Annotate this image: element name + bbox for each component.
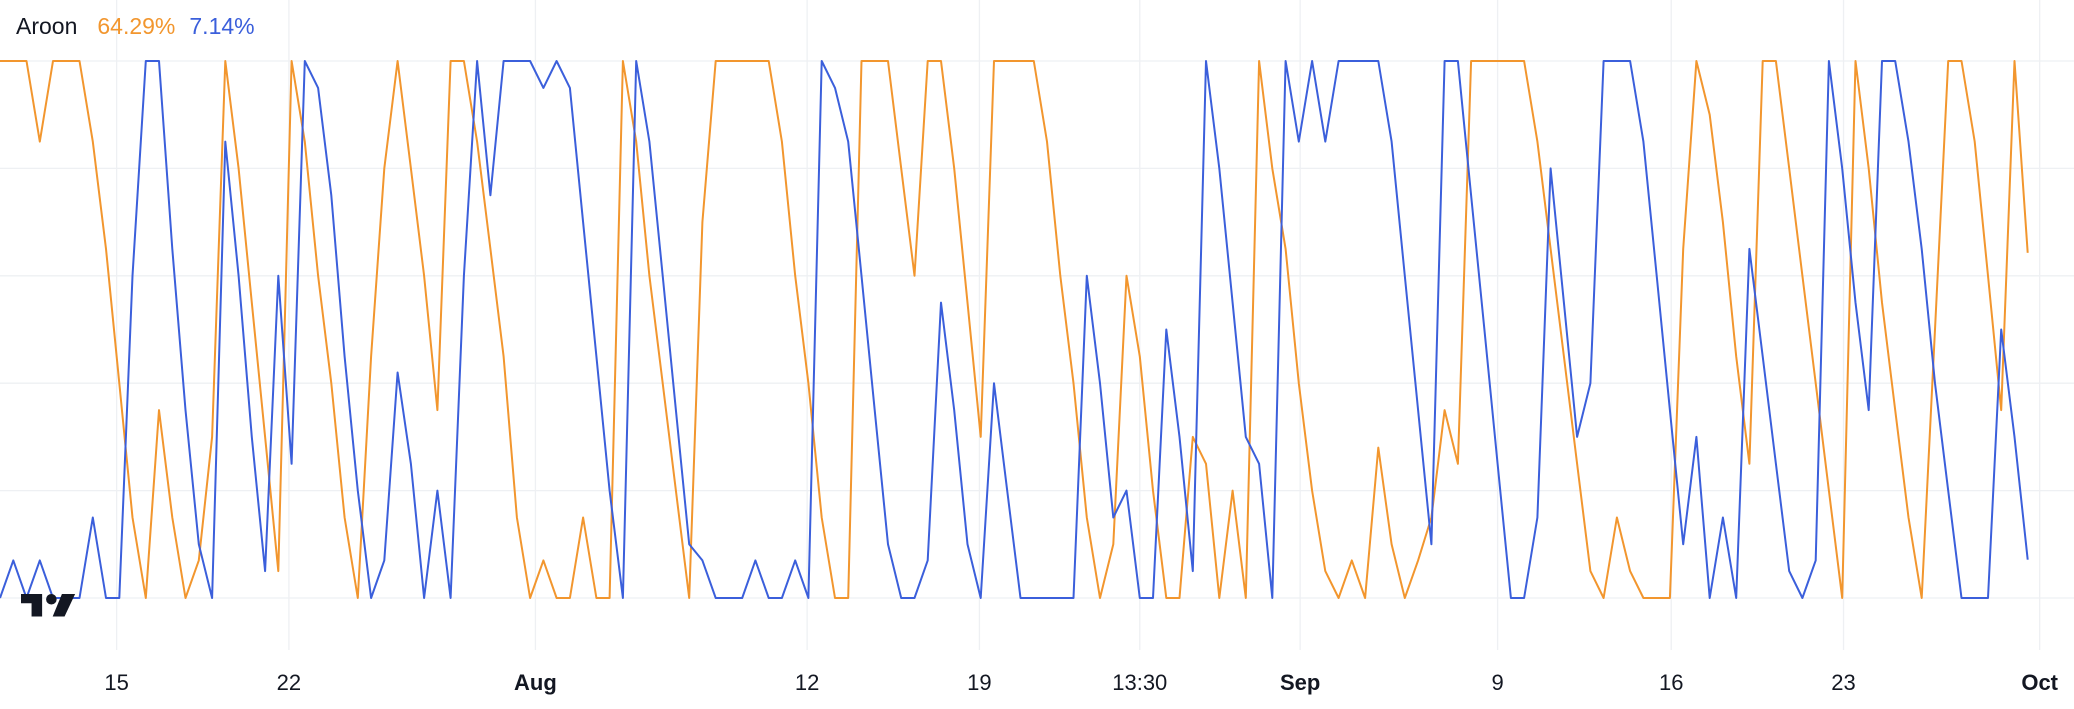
x-tick-label: 22 [277, 670, 301, 695]
logo [21, 594, 76, 617]
legend-value: 7.14% [189, 13, 254, 39]
aroon-line [0, 60, 2029, 599]
x-tick-label: Sep [1280, 670, 1320, 695]
grid [0, 0, 2074, 650]
x-tick-label: 19 [967, 670, 991, 695]
logo-shape [21, 594, 43, 617]
x-tick-label: 12 [795, 670, 819, 695]
x-tick-label: 9 [1491, 670, 1503, 695]
logo-shape [52, 594, 76, 617]
logo-dot [46, 594, 57, 605]
x-tick-label: 16 [1659, 670, 1683, 695]
x-tick-label: 13:30 [1112, 670, 1167, 695]
plot [0, 60, 2029, 599]
aroon-line [0, 60, 2029, 599]
x-tick-label: Oct [2021, 670, 2058, 695]
x-tick-label: Aug [514, 670, 557, 695]
indicator-title: Aroon [16, 13, 77, 39]
x-tick-label: 15 [104, 670, 128, 695]
x-tick-label: 23 [1831, 670, 1855, 695]
header: Aroon [16, 13, 77, 39]
legend-value: 64.29% [97, 13, 175, 39]
